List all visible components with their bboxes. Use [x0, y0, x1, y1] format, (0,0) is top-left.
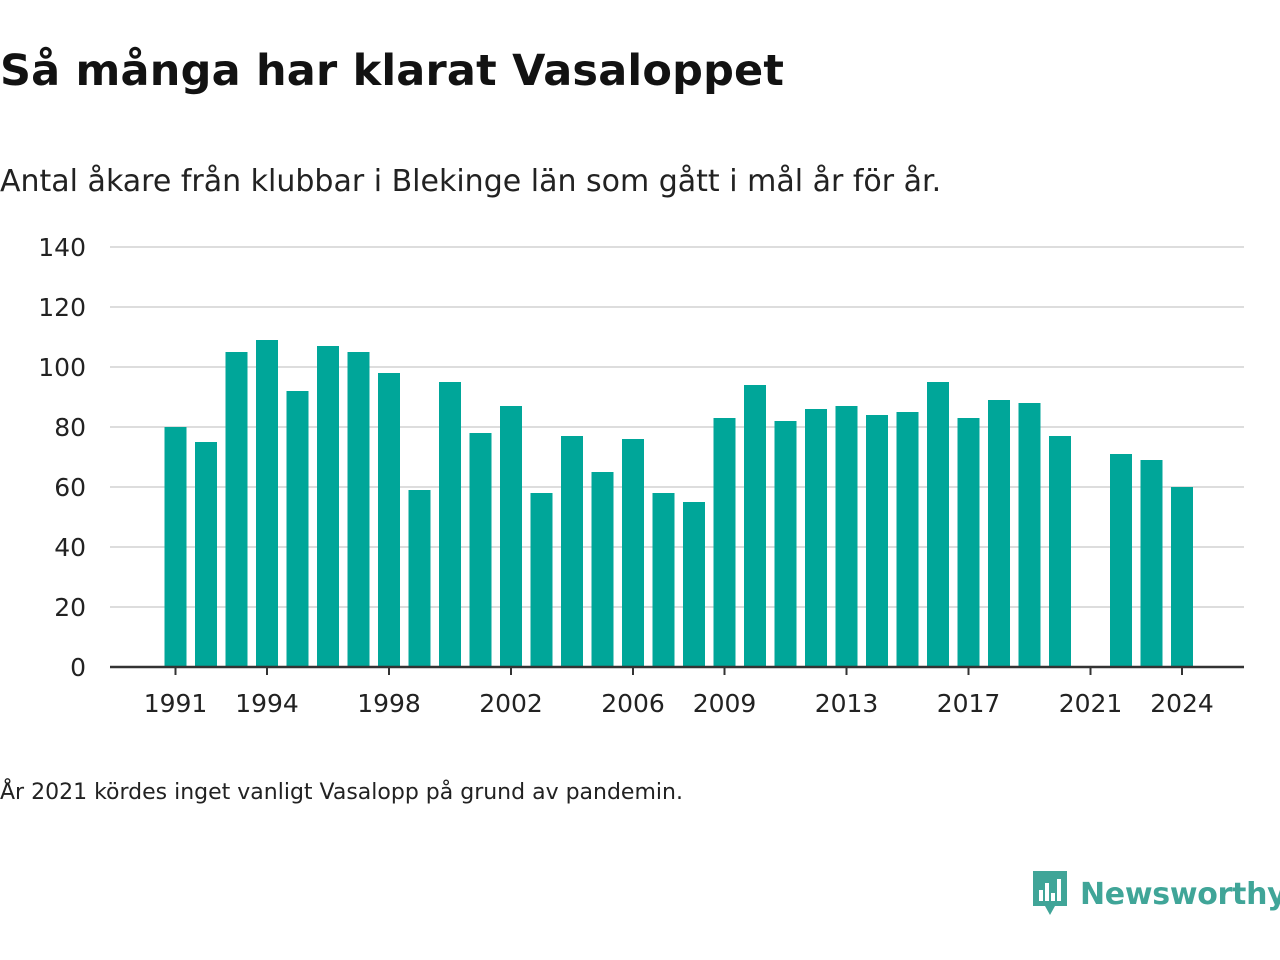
bar-2017	[957, 418, 980, 667]
y-axis-tick-labels: 0 20 40 60 80 100 120 140	[38, 233, 86, 682]
bar-1998	[378, 373, 400, 667]
bar-2019	[1018, 403, 1041, 667]
bar-2024	[1171, 487, 1193, 667]
x-tick-label: 2021	[1059, 689, 1123, 718]
bars	[164, 340, 1193, 667]
y-tick-label: 120	[38, 293, 86, 322]
x-tick-label: 1998	[357, 689, 421, 718]
bar-2006	[622, 439, 644, 667]
bar-1999	[408, 490, 431, 667]
newsworthy-logo[interactable]: Newsworthy	[1030, 868, 1280, 920]
x-tick-label: 2009	[693, 689, 757, 718]
x-axis-tick-labels: 1991 1994 1998 2002 2006 2009 2013 2017 2021 2024	[144, 689, 1214, 718]
newsworthy-logo-text: Newsworthy	[1080, 876, 1280, 912]
bar-2014	[866, 415, 888, 667]
bar-1997	[347, 352, 370, 667]
x-tick-label: 2002	[479, 689, 543, 718]
bar-2000	[439, 382, 461, 667]
newsworthy-logo-icon	[1033, 871, 1067, 915]
bar-1992	[195, 442, 217, 667]
bar-2004	[561, 436, 583, 667]
bar-chart: 0 20 40 60 80 100 120 140 1991 1994 1998 2002 2006 2…	[38, 233, 1244, 718]
bar-2022	[1110, 454, 1132, 667]
y-tick-label: 80	[54, 413, 86, 442]
bar-2023	[1140, 460, 1163, 667]
bar-2003	[530, 493, 553, 667]
bar-2001	[469, 433, 492, 667]
bar-2009	[713, 418, 736, 667]
x-tick-label: 1991	[144, 689, 208, 718]
x-tick-label: 2006	[601, 689, 665, 718]
bar-2011	[774, 421, 797, 667]
bar-1993	[225, 352, 248, 667]
x-tick-label: 2017	[937, 689, 1001, 718]
x-tick-label: 2024	[1150, 689, 1214, 718]
bar-2010	[744, 385, 766, 667]
bar-1994	[256, 340, 278, 667]
chart-subtitle: Antal åkare från klubbar i Blekinge län …	[0, 164, 942, 199]
bar-2015	[896, 412, 919, 667]
chart-title: Så många har klarat Vasaloppet	[0, 46, 785, 96]
x-axis	[110, 665, 1244, 675]
y-tick-label: 100	[38, 353, 86, 382]
y-tick-label: 20	[54, 593, 86, 622]
bar-2020	[1049, 436, 1071, 667]
bar-1995	[286, 391, 309, 667]
x-tick-label: 2013	[815, 689, 879, 718]
footnote: År 2021 kördes inget vanligt Vasalopp på…	[0, 780, 683, 805]
bar-1991	[164, 427, 187, 667]
bar-2013	[835, 406, 858, 667]
bar-2008	[683, 502, 705, 667]
y-tick-label: 60	[54, 473, 86, 502]
bar-2002	[500, 406, 522, 667]
bar-1996	[317, 346, 339, 667]
y-tick-label: 40	[54, 533, 86, 562]
bar-2016	[927, 382, 949, 667]
x-tick-label: 1994	[235, 689, 299, 718]
bar-2005	[591, 472, 614, 667]
bar-2007	[652, 493, 675, 667]
bar-2018	[988, 400, 1010, 667]
y-tick-label: 0	[70, 653, 86, 682]
y-tick-label: 140	[38, 233, 86, 262]
gridlines	[110, 246, 1244, 608]
bar-2012	[805, 409, 827, 667]
